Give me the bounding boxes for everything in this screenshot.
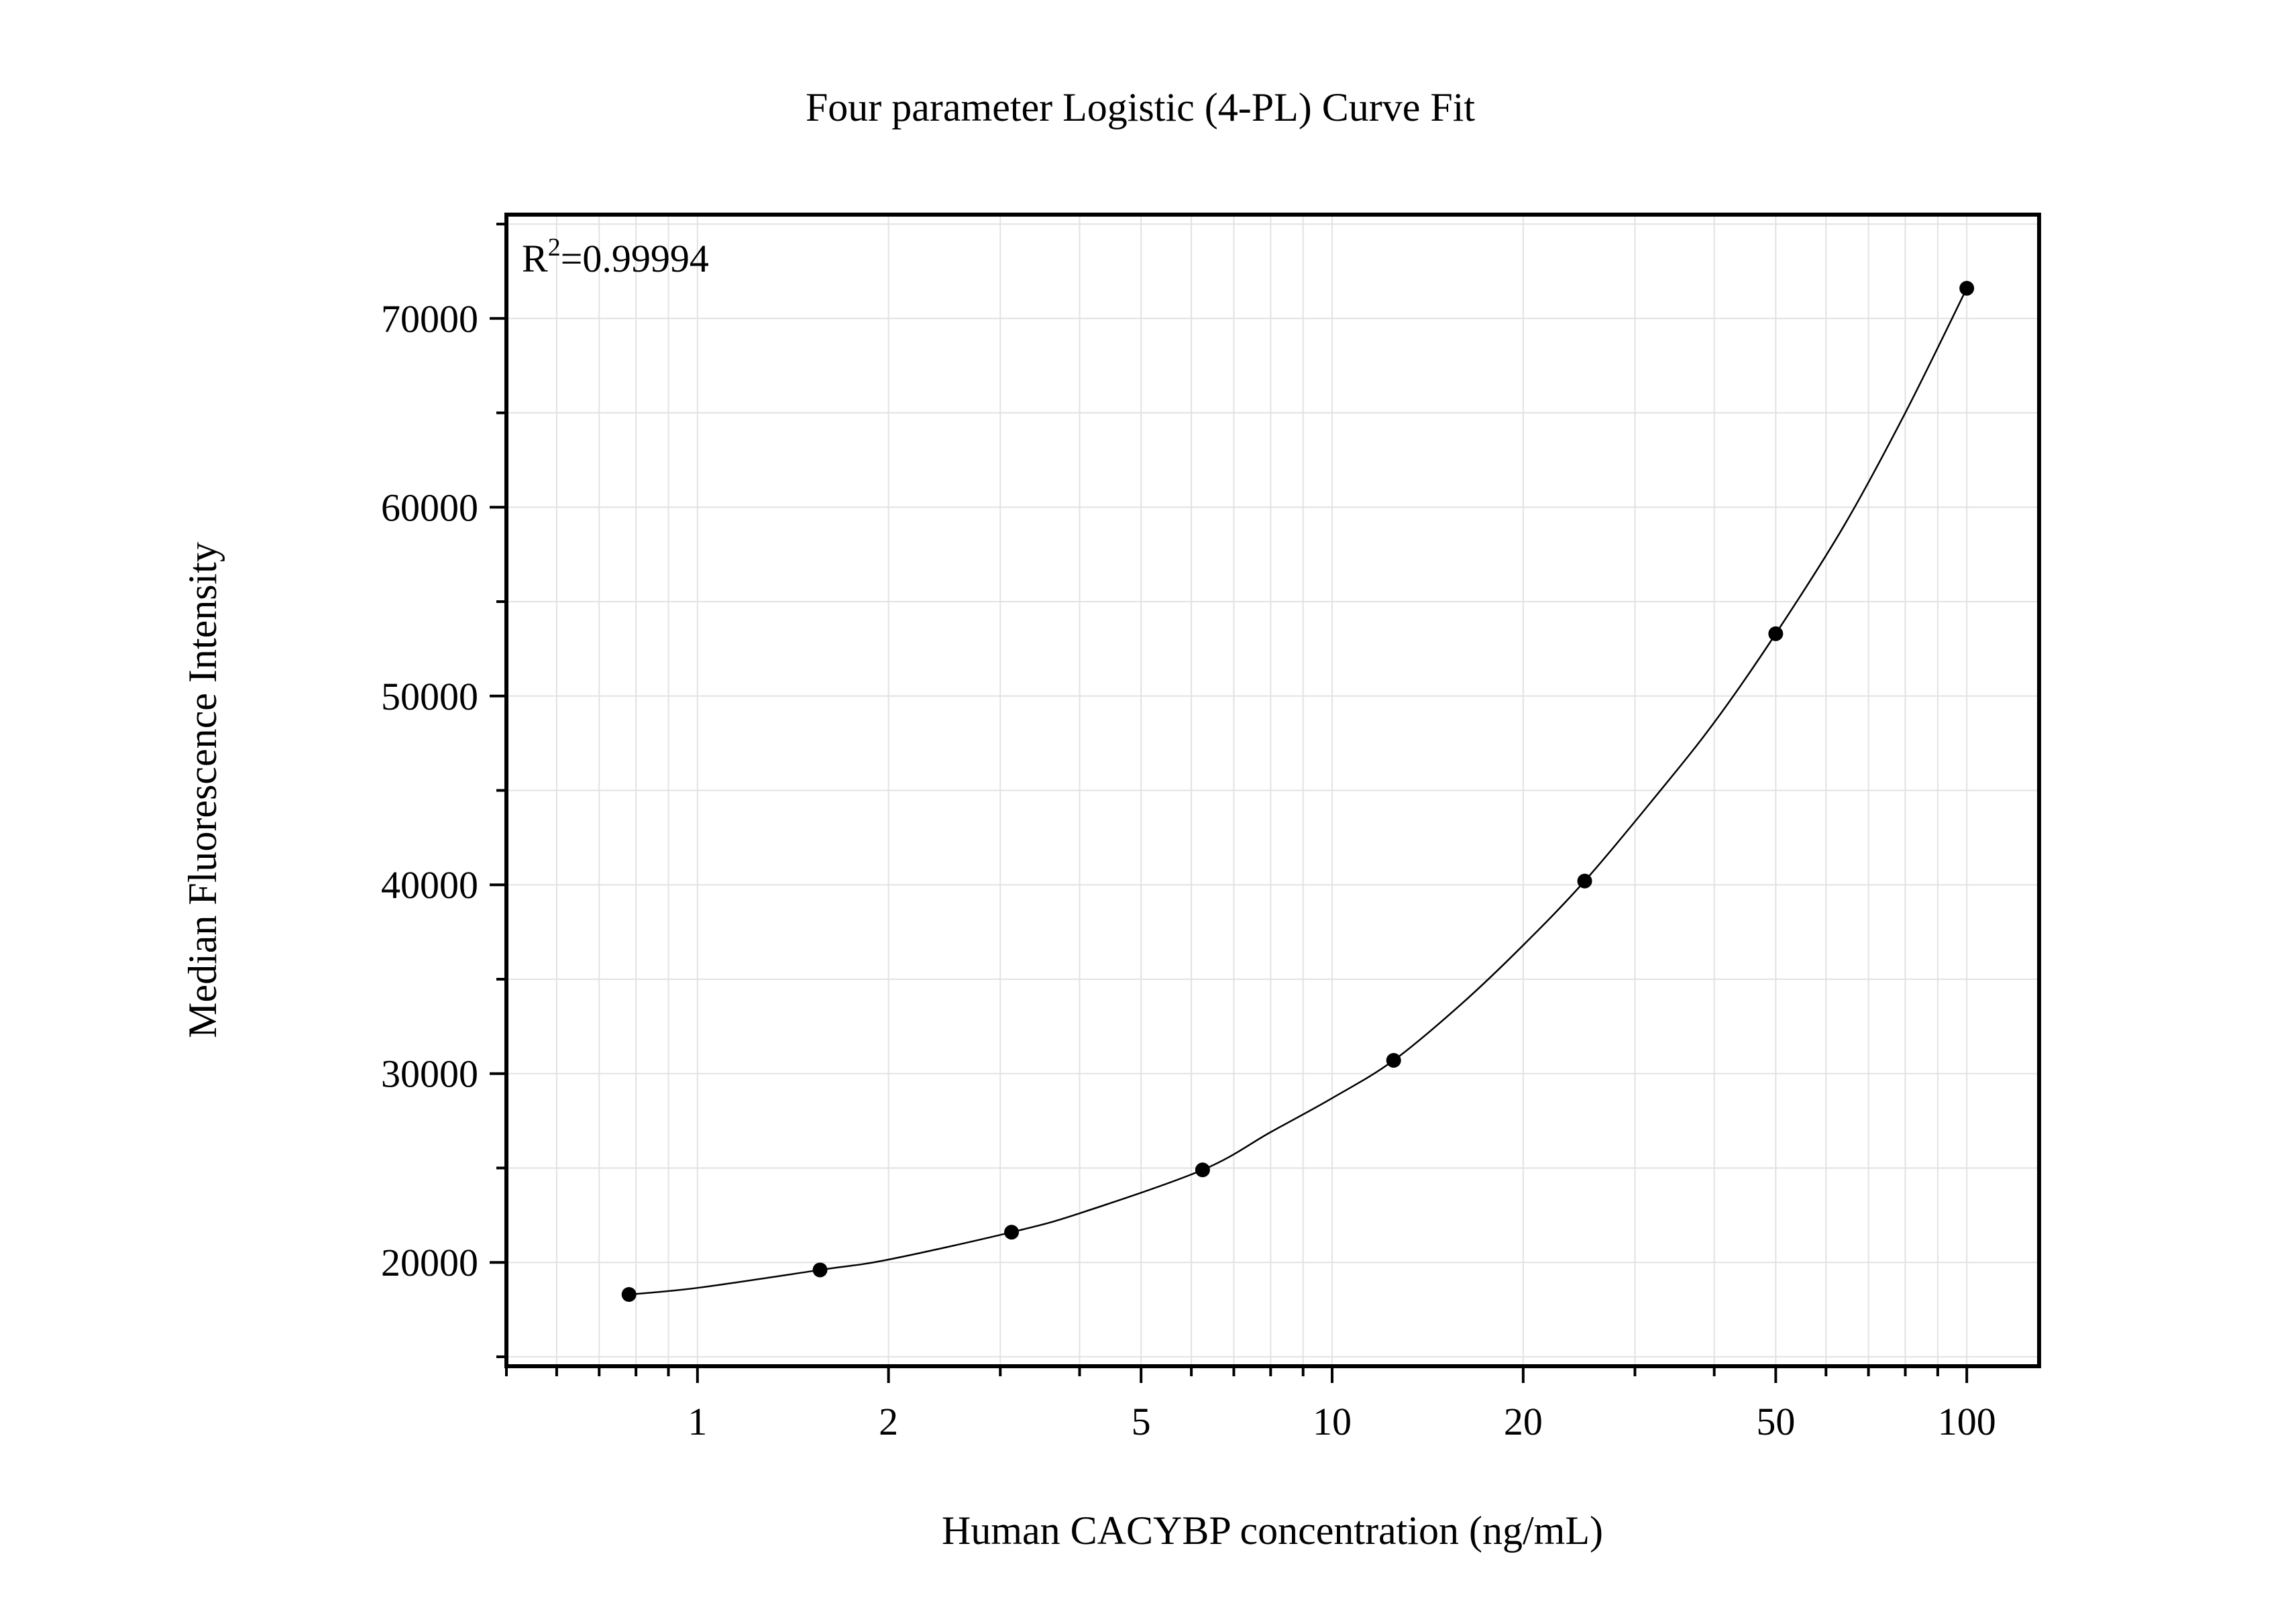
x-tick-label: 2: [879, 1400, 898, 1443]
grid-layer: [506, 215, 2039, 1366]
x-tick-label: 100: [1938, 1400, 1996, 1443]
points-layer: [621, 280, 1975, 1303]
x-tick-label: 20: [1504, 1400, 1543, 1443]
r-squared-prefix: R: [522, 237, 548, 280]
x-tick-label: 50: [1756, 1400, 1795, 1443]
r-squared-superscript: 2: [548, 233, 561, 262]
data-point: [1386, 1053, 1401, 1068]
plot-frame: [504, 213, 2041, 1368]
y-tick-label: 40000: [381, 863, 478, 907]
r-squared-annotation: R2=0.99994: [522, 233, 709, 280]
y-tick-label: 70000: [381, 297, 478, 341]
data-point: [1004, 1225, 1020, 1240]
y-tick-label: 60000: [381, 486, 478, 529]
x-axis-label: Human CACYBP concentration (ng/mL): [942, 1508, 1603, 1553]
y-axis-label: Median Fluorescence Intensity: [180, 542, 225, 1038]
x-tick-label: 1: [688, 1400, 707, 1443]
data-point: [812, 1262, 828, 1278]
axis-layer: 1 2 5 10 20 50 100 20000 30000 40000 50000 60000 700…: [381, 223, 1996, 1443]
curve-layer: [628, 288, 1968, 1296]
fit-curve: [628, 288, 1968, 1296]
data-point: [1959, 280, 1975, 296]
data-point: [1768, 626, 1784, 641]
r-squared-value: =0.99994: [561, 237, 709, 280]
x-tick-label: 10: [1313, 1400, 1352, 1443]
data-point: [1577, 873, 1592, 889]
x-tick-label: 5: [1132, 1400, 1151, 1443]
data-point: [621, 1287, 637, 1303]
y-tick-label: 20000: [381, 1241, 478, 1284]
y-tick-label: 50000: [381, 675, 478, 718]
chart-title: Four parameter Logistic (4-PL) Curve Fit: [806, 85, 1475, 129]
data-point: [1195, 1162, 1210, 1178]
y-tick-label: 30000: [381, 1052, 478, 1096]
